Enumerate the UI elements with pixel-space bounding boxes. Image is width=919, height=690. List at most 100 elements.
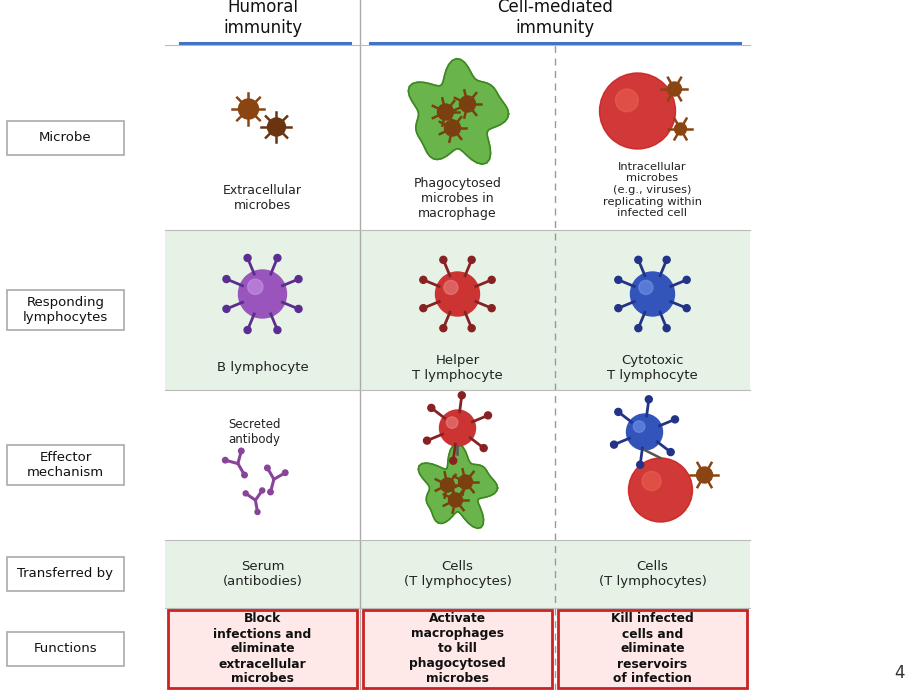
Text: Responding
lymphocytes: Responding lymphocytes bbox=[23, 296, 108, 324]
Text: Activate
macrophages
to kill
phagocytosed
microbes: Activate macrophages to kill phagocytose… bbox=[409, 613, 505, 685]
FancyBboxPatch shape bbox=[7, 632, 124, 666]
Circle shape bbox=[683, 305, 689, 312]
FancyBboxPatch shape bbox=[7, 445, 124, 485]
Text: Helper
T lymphocyte: Helper T lymphocyte bbox=[412, 354, 503, 382]
Circle shape bbox=[615, 89, 638, 112]
Circle shape bbox=[667, 82, 681, 96]
Text: Cytotoxic
T lymphocyte: Cytotoxic T lymphocyte bbox=[607, 354, 698, 382]
Text: Kill infected
cells and
eliminate
reservoirs
of infection: Kill infected cells and eliminate reserv… bbox=[610, 613, 693, 685]
Circle shape bbox=[458, 392, 465, 399]
Circle shape bbox=[435, 272, 479, 316]
Circle shape bbox=[265, 465, 270, 471]
Circle shape bbox=[599, 73, 675, 149]
Circle shape bbox=[446, 417, 458, 428]
Circle shape bbox=[419, 276, 426, 284]
Circle shape bbox=[663, 256, 669, 264]
Bar bbox=[558, 610, 746, 688]
Circle shape bbox=[274, 326, 280, 333]
Circle shape bbox=[488, 305, 494, 312]
Circle shape bbox=[222, 306, 230, 313]
Circle shape bbox=[614, 408, 621, 415]
Circle shape bbox=[448, 493, 462, 507]
Text: Extracellular
microbes: Extracellular microbes bbox=[222, 184, 301, 212]
Circle shape bbox=[444, 120, 460, 136]
Polygon shape bbox=[418, 444, 497, 529]
Circle shape bbox=[484, 412, 491, 419]
Text: Cells
(T lymphocytes): Cells (T lymphocytes) bbox=[403, 560, 511, 588]
Text: B lymphocyte: B lymphocyte bbox=[216, 362, 308, 375]
Circle shape bbox=[439, 325, 447, 332]
Circle shape bbox=[423, 437, 430, 444]
Circle shape bbox=[243, 491, 248, 496]
Circle shape bbox=[439, 410, 475, 446]
Circle shape bbox=[630, 272, 674, 316]
Polygon shape bbox=[408, 59, 508, 164]
Circle shape bbox=[663, 325, 669, 332]
FancyBboxPatch shape bbox=[7, 121, 124, 155]
Circle shape bbox=[222, 275, 230, 283]
Circle shape bbox=[459, 96, 475, 112]
Circle shape bbox=[244, 326, 251, 333]
Text: Functions: Functions bbox=[34, 642, 97, 655]
Text: Intracellular
microbes
(e.g., viruses)
replicating within
infected cell: Intracellular microbes (e.g., viruses) r… bbox=[602, 161, 701, 218]
Text: Cells
(T lymphocytes): Cells (T lymphocytes) bbox=[598, 560, 706, 588]
Circle shape bbox=[638, 280, 652, 295]
Text: Block
infections and
eliminate
extracellular
microbes: Block infections and eliminate extracell… bbox=[213, 613, 312, 685]
Circle shape bbox=[458, 475, 472, 489]
Circle shape bbox=[696, 467, 711, 483]
Bar bbox=[168, 610, 357, 688]
Circle shape bbox=[255, 509, 260, 515]
Circle shape bbox=[439, 256, 447, 264]
Circle shape bbox=[419, 305, 426, 312]
Circle shape bbox=[449, 457, 456, 464]
Circle shape bbox=[437, 104, 453, 120]
Circle shape bbox=[259, 488, 265, 493]
FancyBboxPatch shape bbox=[7, 290, 124, 330]
Circle shape bbox=[440, 478, 454, 492]
Circle shape bbox=[238, 99, 258, 119]
Circle shape bbox=[636, 461, 643, 469]
Circle shape bbox=[632, 421, 644, 433]
Text: Effector
mechanism: Effector mechanism bbox=[27, 451, 104, 479]
Circle shape bbox=[641, 471, 661, 491]
Circle shape bbox=[295, 306, 301, 313]
Circle shape bbox=[666, 448, 674, 455]
Circle shape bbox=[468, 325, 474, 332]
Circle shape bbox=[267, 118, 285, 136]
Circle shape bbox=[610, 441, 617, 448]
Text: Microbe: Microbe bbox=[40, 131, 92, 144]
Circle shape bbox=[674, 123, 686, 135]
Circle shape bbox=[626, 414, 662, 450]
Circle shape bbox=[634, 325, 641, 332]
Circle shape bbox=[628, 458, 692, 522]
Text: Phagocytosed
microbes in
macrophage: Phagocytosed microbes in macrophage bbox=[414, 177, 501, 219]
Circle shape bbox=[488, 276, 494, 284]
Circle shape bbox=[242, 472, 247, 477]
FancyBboxPatch shape bbox=[7, 557, 124, 591]
Circle shape bbox=[644, 396, 652, 403]
Circle shape bbox=[267, 489, 273, 495]
Circle shape bbox=[614, 276, 621, 284]
Circle shape bbox=[683, 276, 689, 284]
Circle shape bbox=[468, 256, 474, 264]
Circle shape bbox=[238, 448, 244, 454]
Bar bbox=[165, 230, 749, 390]
Text: Serum
(antibodies): Serum (antibodies) bbox=[222, 560, 302, 588]
Circle shape bbox=[247, 279, 263, 295]
Text: 4: 4 bbox=[893, 664, 904, 682]
Bar bbox=[363, 610, 551, 688]
Text: Secreted
antibody: Secreted antibody bbox=[228, 418, 280, 446]
Circle shape bbox=[427, 404, 435, 411]
Circle shape bbox=[238, 270, 286, 318]
Bar bbox=[165, 540, 749, 608]
Circle shape bbox=[614, 305, 621, 312]
Text: Humoral
immunity: Humoral immunity bbox=[222, 0, 301, 37]
Circle shape bbox=[295, 275, 301, 283]
Text: Transferred by: Transferred by bbox=[17, 567, 113, 580]
Circle shape bbox=[244, 255, 251, 262]
Circle shape bbox=[634, 256, 641, 264]
Circle shape bbox=[671, 416, 677, 423]
Circle shape bbox=[222, 457, 228, 463]
Circle shape bbox=[282, 470, 288, 475]
Text: Cell-mediated
immunity: Cell-mediated immunity bbox=[496, 0, 612, 37]
